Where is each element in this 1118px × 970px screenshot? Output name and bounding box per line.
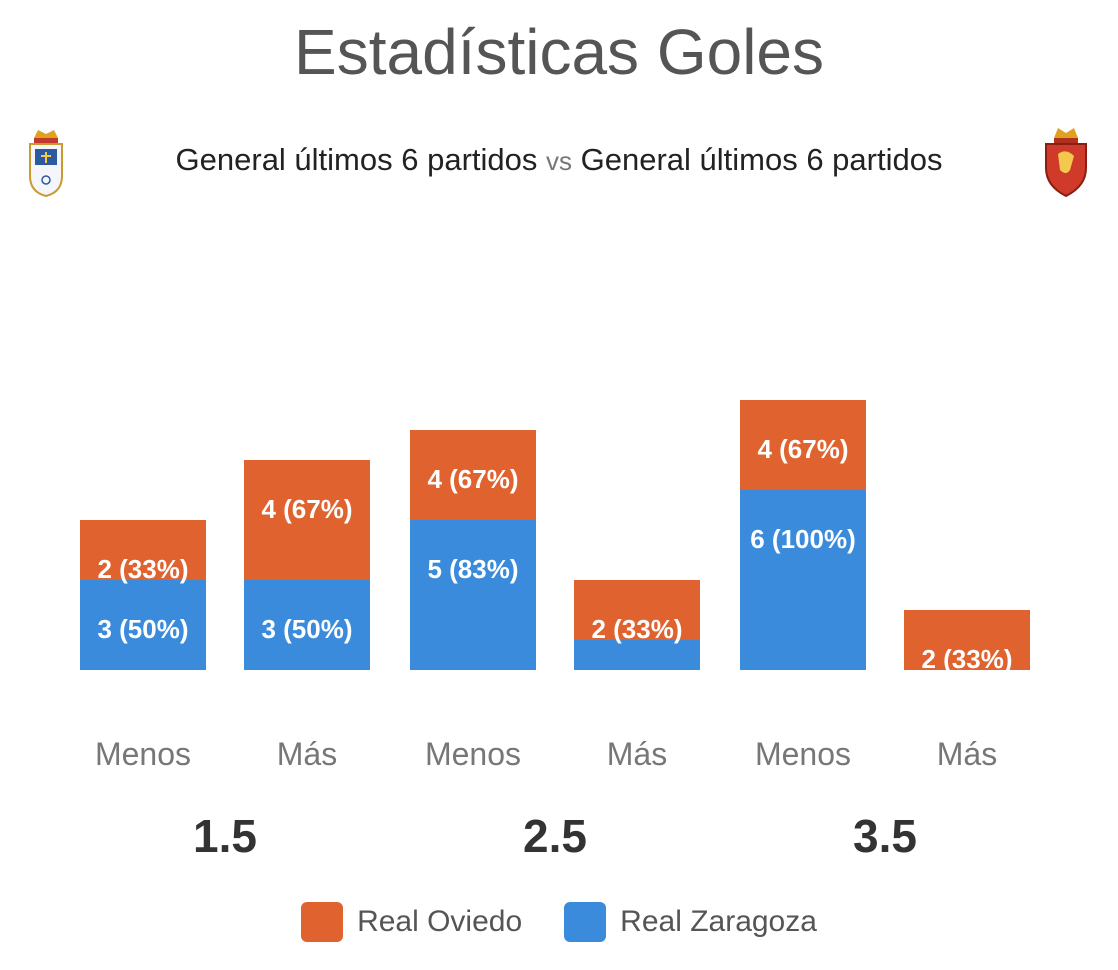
legend-label-real-oviedo: Real Oviedo <box>357 905 523 938</box>
bar-label-real-oviedo-1: 4 (67%) <box>261 494 352 524</box>
bar-real-zaragoza-1 <box>244 580 370 670</box>
bar-real-oviedo-5 <box>904 610 1030 670</box>
category-label-3: Más <box>607 736 667 772</box>
subtitle-vs: vs <box>546 146 572 176</box>
bar-label-real-zaragoza-0: 3 (50%) <box>97 614 188 644</box>
bar-real-zaragoza-4 <box>740 490 866 670</box>
group-label-0: 1.5 <box>193 810 257 862</box>
bar-label-real-oviedo-2: 4 (67%) <box>427 464 518 494</box>
chart-title: Estadísticas Goles <box>294 16 824 88</box>
group-label-2: 3.5 <box>853 810 917 862</box>
legend-swatch-real-oviedo <box>301 902 344 942</box>
legend-item-real-oviedo[interactable]: Real Oviedo <box>301 902 522 942</box>
bar-real-oviedo-1 <box>244 460 370 580</box>
bar-real-oviedo-2 <box>410 430 536 520</box>
category-label-5: Más <box>937 736 997 772</box>
legend-swatch-real-zaragoza <box>564 902 607 942</box>
bar-label-real-zaragoza-2: 5 (83%) <box>427 554 518 584</box>
subtitle-right: General últimos 6 partidos <box>580 142 943 177</box>
bar-real-oviedo-0 <box>80 520 206 580</box>
bar-real-zaragoza-3 <box>574 640 700 670</box>
real-oviedo-crest-icon <box>29 130 63 198</box>
chart-subtitle: General últimos 6 partidos vs General úl… <box>100 138 1018 183</box>
legend-item-real-zaragoza[interactable]: Real Zaragoza <box>564 902 817 942</box>
bar-real-zaragoza-0 <box>80 580 206 670</box>
goals-bar-chart: 3 (50%) 2 (33%) Menos 3 (50%) 4 (67%) Más 5 (8… <box>80 400 1030 862</box>
bar-real-oviedo-3 <box>574 580 700 640</box>
bar-label-real-oviedo-5: 2 (33%) <box>921 644 1012 674</box>
bar-real-oviedo-4 <box>740 400 866 490</box>
bar-label-real-oviedo-3: 2 (33%) <box>591 614 682 644</box>
bar-label-real-zaragoza-4: 6 (100%) <box>750 524 856 554</box>
category-label-2: Menos <box>425 736 521 772</box>
category-label-1: Más <box>277 736 337 772</box>
bar-real-zaragoza-2 <box>410 520 536 670</box>
bar-label-real-zaragoza-3: 1 (17%) <box>591 674 682 704</box>
bar-label-real-oviedo-4: 4 (67%) <box>757 434 848 464</box>
legend-label-real-zaragoza: Real Zaragoza <box>620 905 817 938</box>
category-label-4: Menos <box>755 736 851 772</box>
subtitle-left: General últimos 6 partidos <box>175 142 538 177</box>
bar-label-real-zaragoza-1: 3 (50%) <box>261 614 352 644</box>
category-label-0: Menos <box>95 736 191 772</box>
real-zaragoza-crest-icon <box>1045 128 1087 198</box>
group-label-1: 2.5 <box>523 810 587 862</box>
chart-legend: Real Oviedo Real Zaragoza <box>0 900 1118 944</box>
bar-label-real-oviedo-0: 2 (33%) <box>97 554 188 584</box>
